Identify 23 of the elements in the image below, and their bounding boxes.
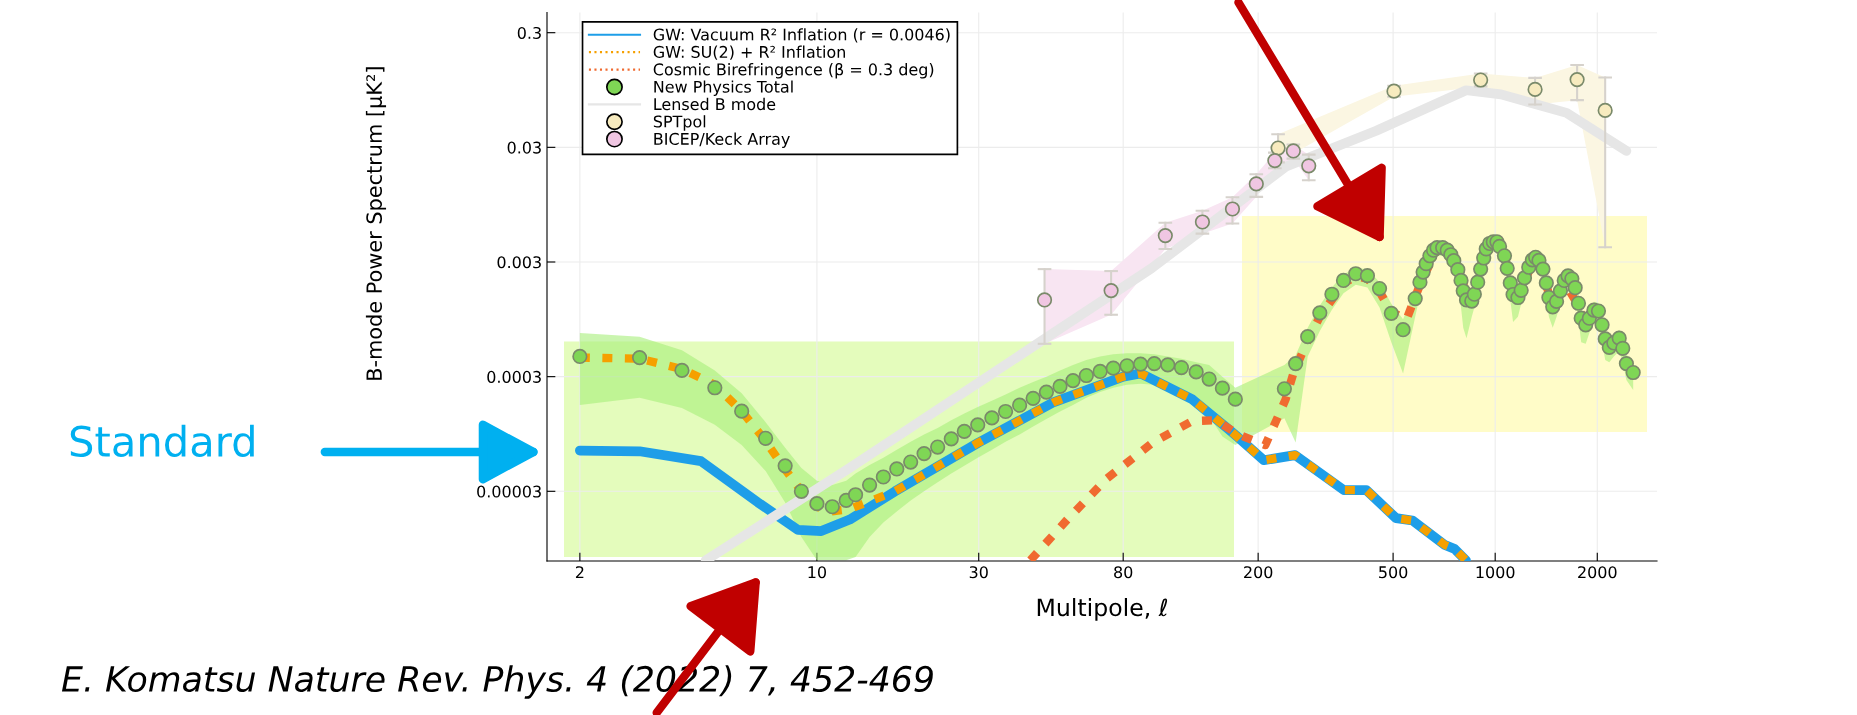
x-axis-title: Multipole, ℓ: [1037, 597, 1168, 621]
legend-label: GW: SU(2) + R² Inflation: [653, 45, 845, 60]
y-tick-label: 0.00003: [477, 485, 541, 498]
y-axis-title: B-mode Power Spectrum [μK²]: [365, 67, 387, 380]
y-tick-label: 0.0003: [487, 370, 541, 383]
legend-label: Cosmic Birefringence (β = 0.3 deg): [653, 62, 934, 79]
text: Standard: [70, 424, 254, 458]
y-tick-label: 0.003: [497, 256, 541, 269]
x-tick-label: 500: [1379, 566, 1408, 579]
legend-label: New Physics Total: [654, 80, 793, 96]
x-tick-label: 10: [808, 566, 827, 579]
legend-label: GW: Vacuum R² Inflation (r = 0.0046): [653, 28, 950, 43]
legend-label: Lensed B mode: [654, 97, 776, 111]
legend-label: SPTpol: [653, 115, 706, 131]
x-tick-label: 2000: [1578, 566, 1617, 579]
y-tick-label: 0.3: [517, 26, 541, 39]
legend-label: BICEP/Keck Array: [654, 132, 790, 149]
x-tick-label: 1000: [1476, 566, 1515, 579]
y-tick-label: 0.03: [507, 141, 541, 154]
x-tick-label: 80: [1114, 566, 1133, 579]
x-tick-label: 200: [1244, 566, 1273, 579]
x-tick-label: 2: [575, 566, 584, 578]
x-tick-label: 30: [969, 566, 988, 579]
